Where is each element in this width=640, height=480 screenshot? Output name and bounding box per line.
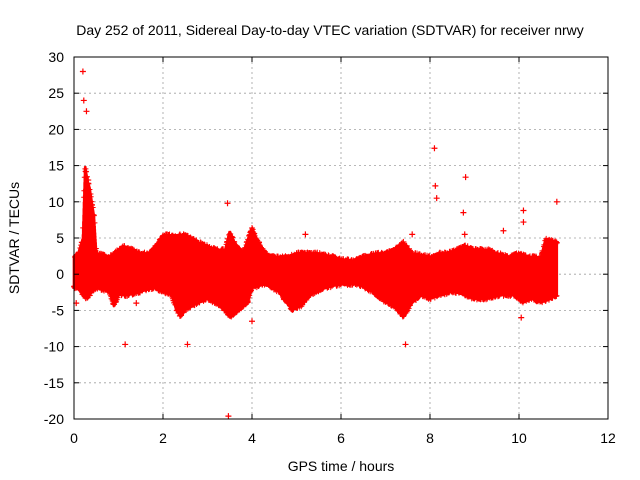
outlier-point xyxy=(431,145,438,152)
y-tick-label: -10 xyxy=(44,339,64,355)
outlier-point xyxy=(302,231,309,238)
y-tick-label: 10 xyxy=(48,194,64,210)
y-tick-label: -15 xyxy=(44,375,64,391)
outlier-point xyxy=(133,300,140,307)
outlier-point xyxy=(518,314,525,321)
x-tick-label: 8 xyxy=(426,430,434,446)
outlier-point xyxy=(224,200,231,207)
x-tick-label: 2 xyxy=(159,430,167,446)
y-tick-label: 0 xyxy=(56,266,64,282)
outlier-point xyxy=(460,209,467,216)
outlier-point xyxy=(79,68,86,75)
x-tick-labels: 0 2 4 6 8 10 12 xyxy=(70,430,616,446)
outlier-point xyxy=(553,198,560,205)
y-tick-label: 15 xyxy=(48,158,64,174)
outlier-point xyxy=(122,341,129,348)
x-tick-label: 12 xyxy=(600,430,616,446)
y-tick-labels: -20 -15 -10 -5 0 5 10 15 20 25 30 xyxy=(44,49,64,427)
y-tick-label: 20 xyxy=(48,121,64,137)
outlier-point xyxy=(433,195,440,202)
outlier-point xyxy=(184,341,191,348)
y-axis-label: SDTVAR / TECUs xyxy=(6,182,22,294)
outlier-point xyxy=(249,318,255,325)
outlier-point xyxy=(83,108,90,115)
x-tick-label: 6 xyxy=(337,430,345,446)
outlier-point xyxy=(402,341,409,348)
outlier-point xyxy=(520,219,527,226)
y-tick-label: -20 xyxy=(44,411,64,427)
x-tick-label: 0 xyxy=(70,430,78,446)
data-series xyxy=(71,68,560,420)
y-tick-label: 5 xyxy=(56,230,64,246)
outlier-point xyxy=(432,182,439,189)
x-axis-label: GPS time / hours xyxy=(288,458,395,474)
x-tick-label: 10 xyxy=(511,430,527,446)
axis-ticks xyxy=(73,56,609,420)
outlier-point xyxy=(80,97,87,104)
y-tick-label: 30 xyxy=(48,49,64,65)
outlier-point xyxy=(85,177,92,184)
outlier-point xyxy=(500,227,507,234)
data-point xyxy=(553,239,560,246)
grid xyxy=(74,57,608,419)
y-tick-label: 25 xyxy=(48,85,64,101)
outlier-point xyxy=(461,231,468,238)
data-point xyxy=(91,219,98,226)
outlier-point xyxy=(409,231,416,238)
outlier-point xyxy=(225,413,232,420)
chart-title: Day 252 of 2011, Sidereal Day-to-day VTE… xyxy=(76,22,584,38)
outlier-point xyxy=(520,207,527,214)
y-tick-label: -5 xyxy=(52,302,65,318)
x-tick-label: 4 xyxy=(248,430,256,446)
outlier-point xyxy=(462,174,469,181)
